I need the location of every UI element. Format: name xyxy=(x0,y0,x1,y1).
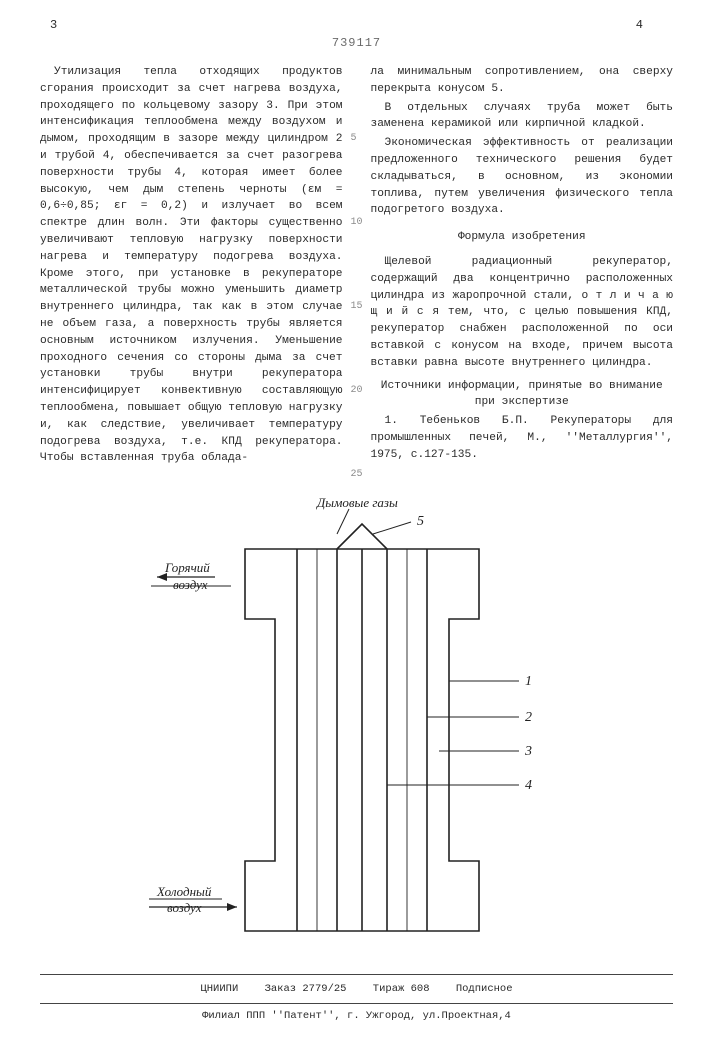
ln-5: 5 xyxy=(350,131,362,148)
footer-tirazh: Тираж 608 xyxy=(373,983,430,995)
sources-title: Источники информации, принятые во вниман… xyxy=(371,378,674,412)
left-column: Утилизация тепла отходящих продуктов сго… xyxy=(40,64,343,469)
left-p1-b: ) и излучает во всем спектре длин волн. … xyxy=(40,200,343,464)
page-numbers: 3 4 xyxy=(50,18,643,32)
callout-2: 2 xyxy=(525,710,532,725)
right-p2: В отдельных случаях труба может быть зам… xyxy=(371,100,674,134)
ln-25: 25 xyxy=(350,467,362,484)
ln-10: 10 xyxy=(350,215,362,232)
formula-title: Формула изобретения xyxy=(371,229,674,246)
columns: Утилизация тепла отходящих продуктов сго… xyxy=(40,64,673,469)
ln-20: 20 xyxy=(350,383,362,400)
diagram-svg: Дымовые газы 5 Горячий воздух Холодный в… xyxy=(127,489,587,949)
label-hot1: Горячий xyxy=(164,560,210,575)
label-cold1: Холодный xyxy=(156,884,212,899)
callout-3: 3 xyxy=(524,744,532,759)
page-num-right: 4 xyxy=(636,18,643,32)
doc-id: 739117 xyxy=(40,36,673,50)
right-column: ла минимальным сопротивлением, она сверх… xyxy=(371,64,674,469)
left-paragraph: Утилизация тепла отходящих продуктов сго… xyxy=(40,64,343,467)
arrow-left-top-icon xyxy=(157,573,167,581)
callout-5: 5 xyxy=(417,514,424,529)
left-p1-a: Утилизация тепла отходящих продуктов сго… xyxy=(40,66,343,196)
footer-line2: Филиал ППП ''Патент'', г. Ужгород, ул.Пр… xyxy=(40,1008,673,1026)
label-hot2: воздух xyxy=(173,577,208,592)
label-top: Дымовые газы xyxy=(315,495,398,510)
page-num-left: 3 xyxy=(50,18,57,32)
claim: Щелевой радиационный рекуператор, содерж… xyxy=(371,254,674,372)
right-p3: Экономическая эффективность от реализаци… xyxy=(371,135,674,219)
arrow-left-bot-icon xyxy=(227,903,237,911)
ln-15: 15 xyxy=(350,299,362,316)
right-p1: ла минимальным сопротивлением, она сверх… xyxy=(371,64,674,98)
callout-1: 1 xyxy=(525,674,532,689)
footer-sign: Подписное xyxy=(456,983,513,995)
diagram: Дымовые газы 5 Горячий воздух Холодный в… xyxy=(127,489,587,954)
recuperator-outline xyxy=(245,524,479,931)
line-numbers: 5 10 15 20 25 xyxy=(350,64,362,484)
page: 3 4 739117 Утилизация тепла отходящих пр… xyxy=(0,0,707,1044)
footer-org: ЦНИИПИ xyxy=(200,983,238,995)
callout-4: 4 xyxy=(525,778,532,793)
footer-order: Заказ 2779/25 xyxy=(265,983,347,995)
source-1: 1. Тебеньков Б.П. Рекуператоры для промы… xyxy=(371,413,674,463)
footer-row-1: ЦНИИПИ Заказ 2779/25 Тираж 608 Подписное xyxy=(40,981,673,999)
